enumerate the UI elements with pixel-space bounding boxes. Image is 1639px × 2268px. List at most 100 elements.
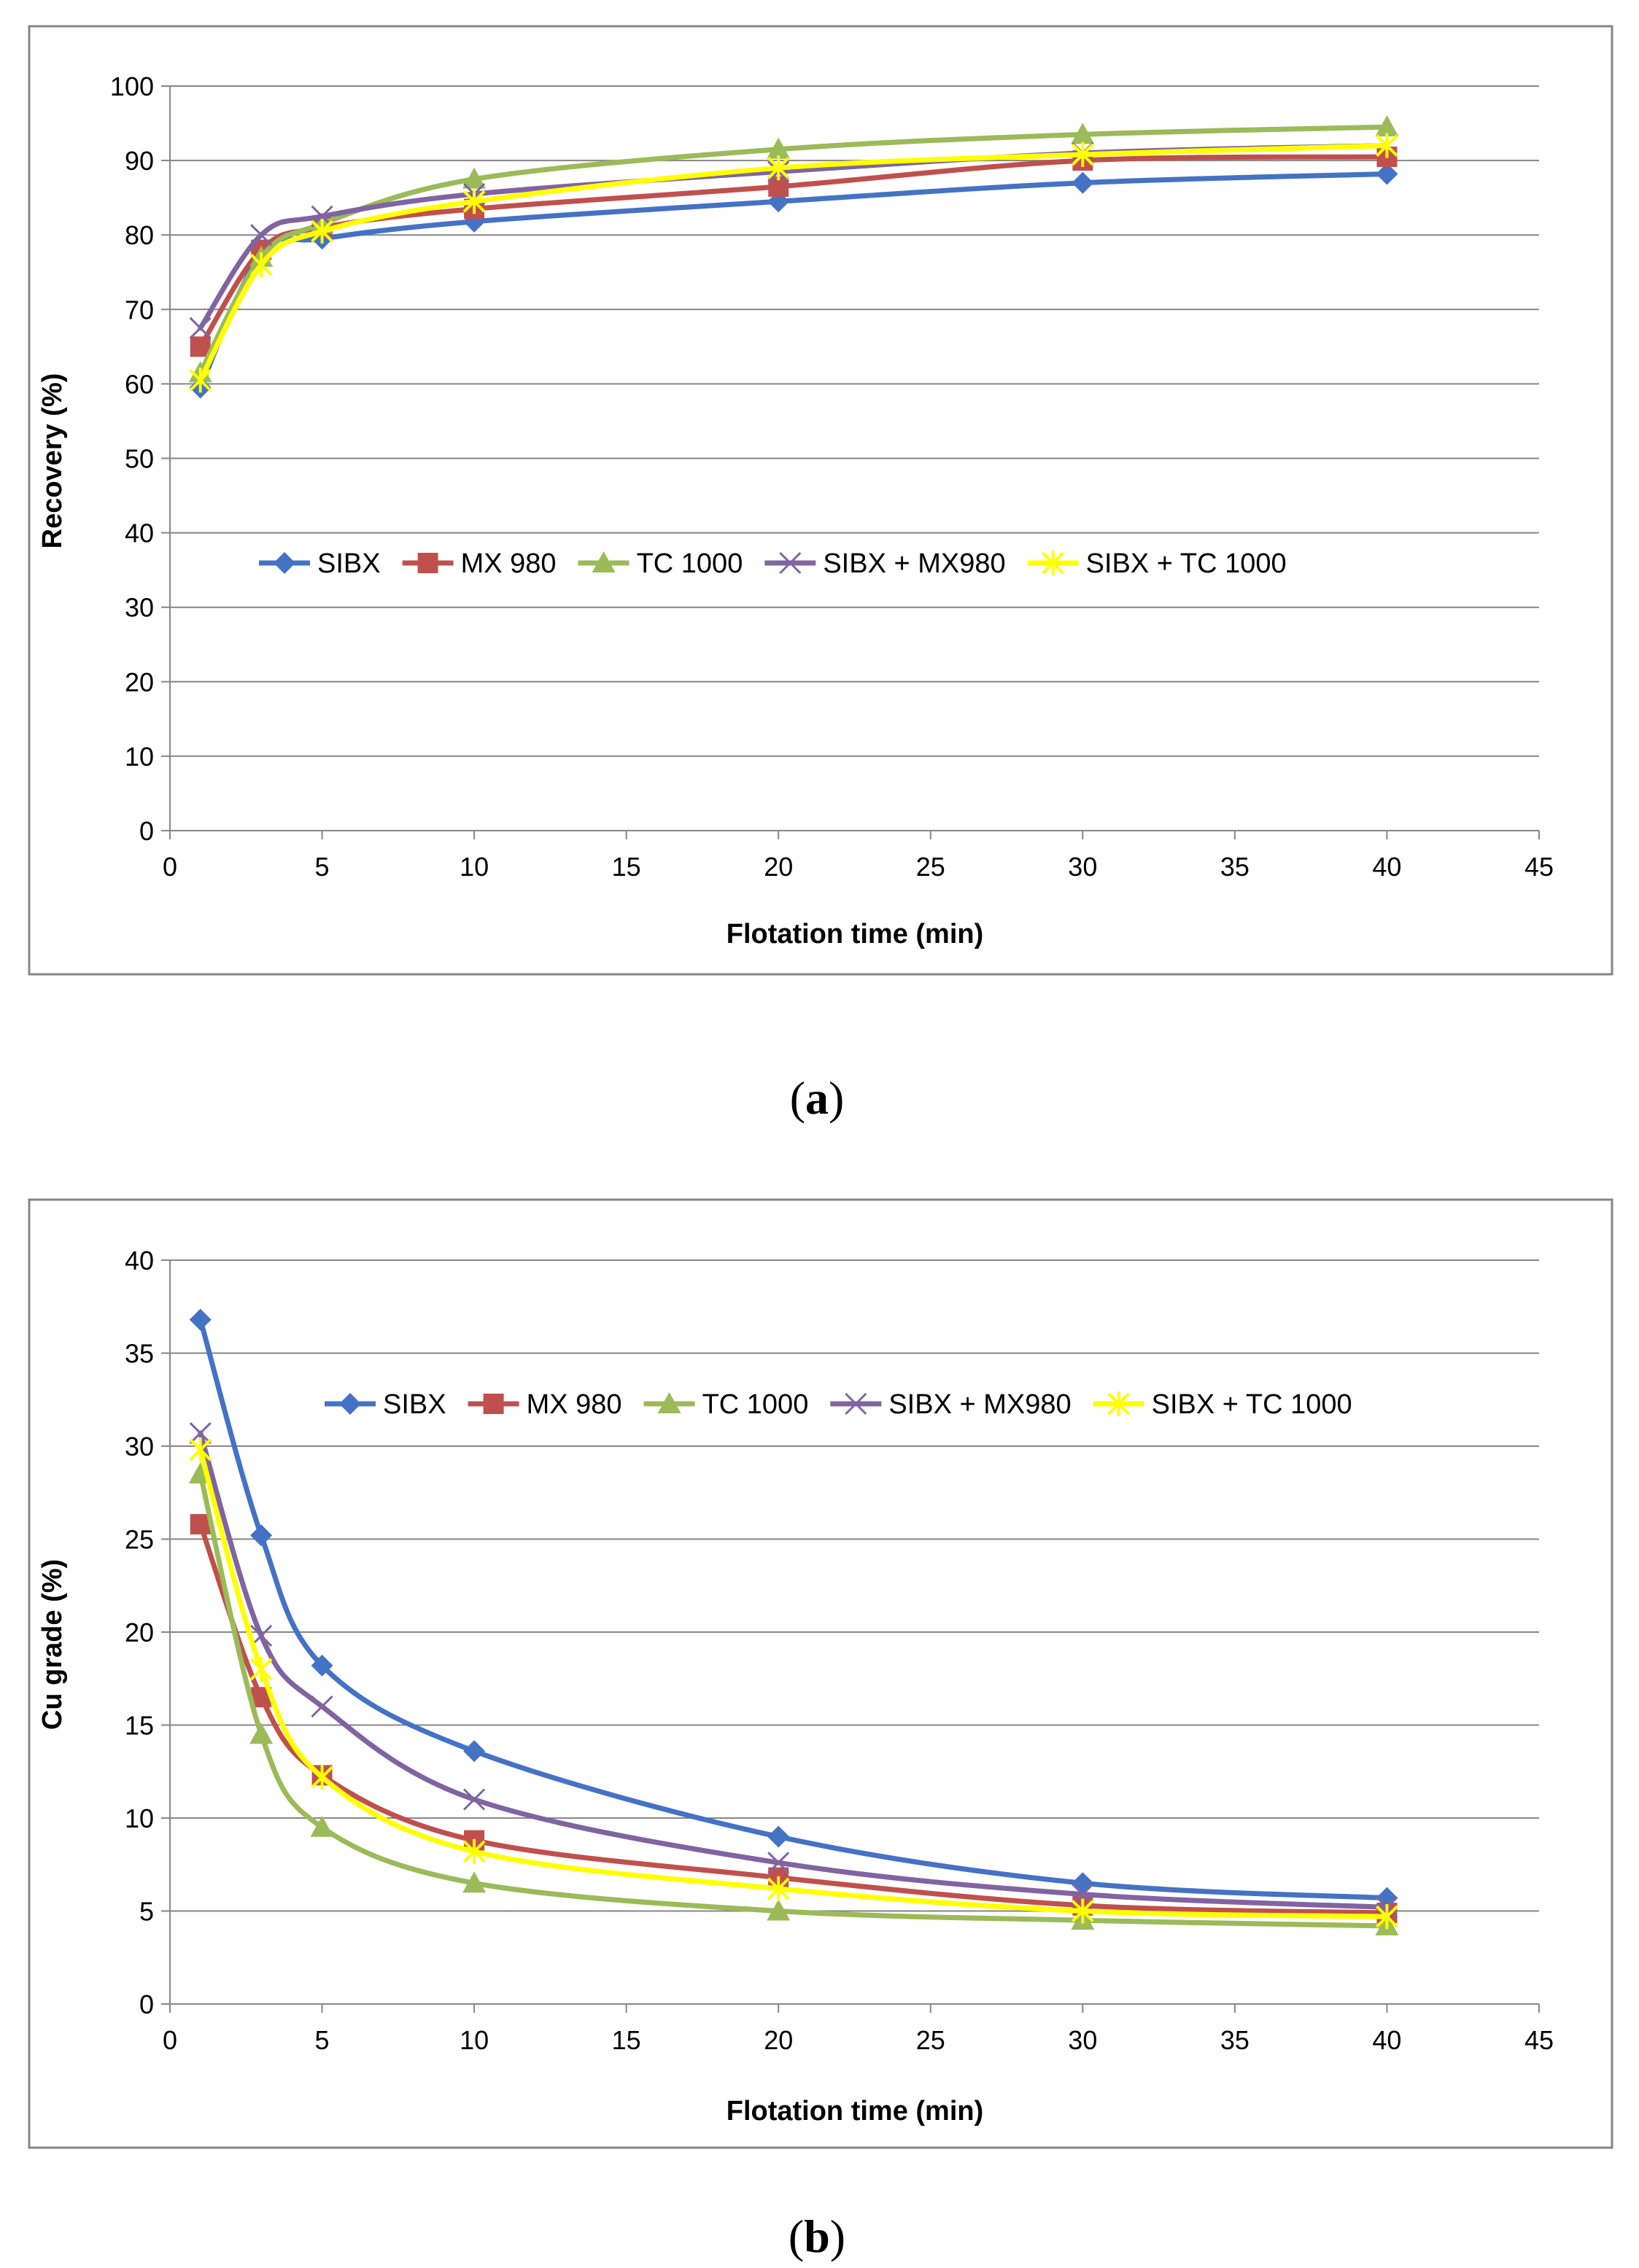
chart-a-line-sibx-tc-1000: [198, 143, 1390, 383]
chart-b-xtick-label: 0: [163, 2025, 177, 2055]
chart-a-legend-marker: [1042, 551, 1065, 575]
chart-b-legend-marker: [845, 1392, 867, 1415]
chart-b-point-sibx-tc-1000: [311, 1764, 333, 1790]
chart-b-legend-marker: [657, 1392, 681, 1413]
chart-a-xtick-label: 35: [1220, 852, 1249, 882]
chart-a-point-sibx-tc-1000: [189, 368, 212, 393]
chart-a-point-tc-1000: [1071, 123, 1095, 144]
chart-b-legend-marker: [483, 1394, 504, 1414]
chart-b-xtick-label: 35: [1220, 2025, 1249, 2055]
chart-a-point-sibx-tc-1000: [1376, 133, 1398, 158]
chart-a-xtick-label: 30: [1068, 852, 1097, 882]
chart-a-line-tc-1000: [198, 124, 1390, 376]
chart-b-legend-label: MX 980: [527, 1389, 622, 1420]
caption-a: (a): [790, 1072, 845, 1124]
chart-a-ytick-label: 50: [125, 444, 154, 474]
chart-b-legend-item-sibx-tc-1000: SIBX + TC 1000: [1093, 1389, 1352, 1420]
chart-a-point-sibx-tc-1000: [462, 189, 486, 214]
chart-b-point-sibx-tc-1000: [462, 1838, 486, 1864]
chart-a-ytick-label: 30: [125, 593, 154, 623]
chart-b-point-sibx-mx980: [311, 1695, 333, 1718]
chart-b-xtick-label: 25: [916, 2025, 945, 2055]
chart-b-point-sibx-tc-1000: [189, 1437, 212, 1463]
chart-a-point-tc-1000: [1375, 115, 1399, 137]
chart-b-point-sibx-mx980: [1072, 1883, 1094, 1906]
chart-b-legend-label: TC 1000: [702, 1389, 809, 1420]
chart-b-legend-item-tc-1000: TC 1000: [643, 1389, 809, 1420]
chart-b-legend-label: SIBX + MX980: [888, 1389, 1071, 1420]
chart-a-legend-item-tc-1000: TC 1000: [578, 548, 743, 579]
chart-a-xtick-label: 0: [163, 852, 177, 882]
chart-a-point-tc-1000: [767, 137, 791, 159]
chart-a-point-sibx: [1072, 171, 1094, 194]
chart-a-point-sibx-tc-1000: [311, 219, 333, 244]
caption-b: (b): [788, 2210, 845, 2262]
chart-a-legend-marker: [779, 551, 802, 575]
chart-a-legend-marker: [274, 552, 295, 574]
chart-b-point-sibx: [311, 1654, 333, 1677]
chart-a-series-sibx-tc-1000: [189, 133, 1398, 393]
chart-a-point-sibx-tc-1000: [249, 252, 273, 278]
chart-b-legend-marker: [1107, 1391, 1131, 1416]
chart-b-xtick-label: 15: [612, 2025, 641, 2055]
chart-b-legend-marker: [339, 1393, 361, 1415]
chart-a-ytick-label: 60: [125, 369, 154, 399]
chart-a-xtick-label: 15: [612, 852, 641, 882]
chart-a-ytick-label: 40: [125, 519, 154, 548]
chart-a-legend-item-sibx-mx980: SIBX + MX980: [764, 548, 1006, 579]
chart-a-ytick-label: 0: [139, 816, 154, 846]
chart-b-point-sibx-mx980: [767, 1852, 790, 1874]
chart-a-point-tc-1000: [462, 167, 487, 189]
chart-b-point-sibx-tc-1000: [249, 1657, 273, 1682]
chart-b-ytick-label: 25: [125, 1525, 154, 1555]
chart-a-xtick-label: 25: [916, 852, 945, 882]
chart-b-frame: [28, 1198, 1613, 2149]
chart-a-legend-marker: [592, 551, 616, 572]
chart-b-xtick-label: 30: [1068, 2025, 1097, 2055]
chart-a-point-sibx-tc-1000: [767, 155, 790, 181]
chart-a-legend-label: SIBX + TC 1000: [1086, 548, 1287, 579]
chart-a-xlabel: Flotation time (min): [726, 919, 984, 949]
chart-a-legend-item-mx-980: MX 980: [402, 548, 557, 579]
chart-b-xtick-label: 10: [460, 2025, 489, 2055]
chart-a-legend-item-sibx: SIBX: [259, 548, 381, 579]
chart-b-ytick-label: 15: [125, 1711, 154, 1741]
chart-a-legend-label: MX 980: [461, 548, 557, 579]
chart-a-ylabel: Recovery (%): [37, 373, 68, 549]
chart-b-xtick-label: 45: [1524, 2025, 1554, 2055]
chart-a-ytick-label: 80: [125, 220, 154, 250]
chart-b-point-sibx-mx980: [189, 1422, 212, 1445]
chart-a-legend-marker: [417, 553, 438, 573]
chart-b-point-sibx-mx980: [463, 1788, 486, 1811]
chart-b-ytick-label: 5: [139, 1897, 154, 1927]
chart-b-series-sibx: [189, 1308, 1398, 1909]
chart-b-point-tc-1000: [462, 1871, 487, 1893]
chart-b-ytick-label: 40: [125, 1246, 154, 1275]
chart-a-xtick-label: 20: [764, 852, 793, 882]
chart-a-point-sibx-tc-1000: [1071, 141, 1094, 167]
chart-a-legend-label: SIBX: [317, 548, 381, 579]
chart-b-ytick-label: 0: [139, 1989, 154, 2019]
chart-b-ytick-label: 20: [125, 1617, 154, 1647]
chart-b-legend-label: SIBX + TC 1000: [1152, 1389, 1352, 1420]
chart-b-xtick-label: 20: [764, 2025, 793, 2055]
chart-b-legend-item-mx-980: MX 980: [468, 1389, 622, 1420]
chart-a-legend-label: TC 1000: [637, 548, 743, 579]
chart-b-point-tc-1000: [310, 1815, 334, 1837]
chart-b-series-sibx-mx980: [189, 1422, 1398, 1919]
chart-a-point-sibx-mx980: [250, 224, 273, 246]
chart-a-ytick-label: 20: [125, 667, 154, 697]
chart-b-legend-label: SIBX: [383, 1389, 446, 1420]
chart-a-ytick-label: 100: [110, 71, 154, 101]
chart-b-ytick-label: 30: [125, 1432, 154, 1461]
chart-b-series-sibx-tc-1000: [189, 1437, 1398, 1930]
chart-a-ytick-label: 90: [125, 146, 154, 176]
chart-b-point-tc-1000: [249, 1723, 274, 1744]
chart-b-point-sibx-tc-1000: [1071, 1898, 1094, 1924]
chart-b-point-sibx: [250, 1524, 273, 1547]
chart-b-xtick-label: 5: [315, 2025, 330, 2055]
chart-b-ytick-label: 10: [125, 1803, 154, 1833]
chart-a-line-mx-980: [198, 154, 1390, 349]
cu-grade-chart: 0 5 10 15 20 25 30 35 40 0 5 10 15 20 25 30 35 40 45 Flot…: [28, 1198, 1613, 2149]
